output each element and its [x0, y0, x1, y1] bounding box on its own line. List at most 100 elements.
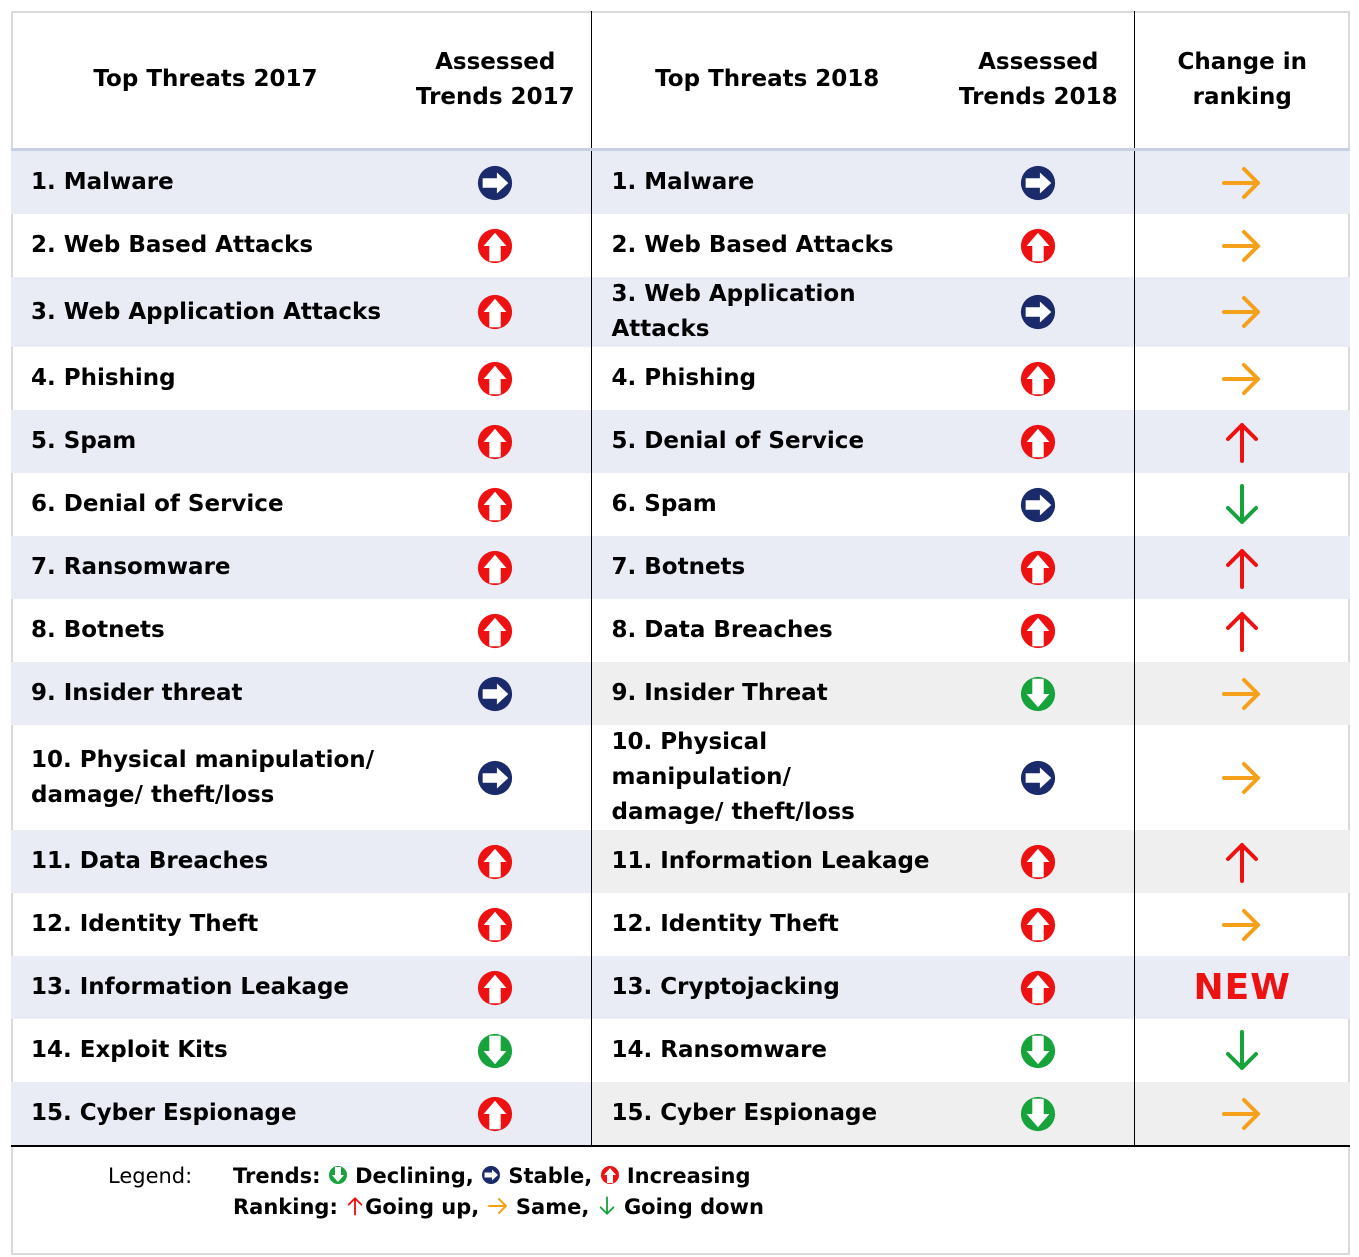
threat-2018-name: 13. Cryptojacking	[590, 956, 943, 1019]
trend-2018-cell	[943, 599, 1134, 662]
threat-2017-name: 2. Web Based Attacks	[31, 232, 314, 258]
declining-icon	[1021, 1096, 1056, 1131]
ranking-change-cell	[1133, 473, 1350, 536]
trend-2018-cell	[943, 473, 1134, 536]
new-badge: NEW	[1193, 967, 1291, 1008]
threat-2017-name: 10. Physical manipulation/damage/ theft/…	[31, 746, 375, 808]
same-arrow-icon	[487, 1195, 509, 1219]
increasing-icon	[1021, 907, 1056, 942]
threat-2018-name: 7. Botnets	[590, 536, 943, 599]
ranking-change-cell	[1133, 347, 1350, 410]
trend-2018-cell	[943, 347, 1134, 410]
trend-2018-cell	[943, 1082, 1134, 1147]
increasing-icon	[1021, 550, 1056, 585]
ranking-change-cell	[1133, 599, 1350, 662]
legend-increasing: Increasing	[626, 1164, 751, 1188]
legend-going-down: Going down	[623, 1195, 764, 1219]
table-row: 14. Exploit Kits 14. Ransomware	[11, 1019, 1350, 1082]
trend-2017-cell	[400, 214, 591, 277]
legend-same: Same,	[515, 1195, 590, 1219]
increasing-icon	[478, 613, 513, 648]
stable-icon	[478, 676, 513, 711]
legend-ranking-label: Ranking:	[233, 1195, 338, 1219]
up-arrow-icon	[1226, 422, 1259, 463]
threat-2018-name: 2. Web Based Attacks	[590, 214, 943, 277]
increasing-icon	[478, 550, 513, 585]
down-arrow-icon	[597, 1195, 617, 1219]
threat-2017-name: 3. Web Application Attacks	[11, 277, 400, 347]
threat-2018-name: 5. Denial of Service	[590, 410, 943, 473]
table-row: 7. Ransomware 7. Botnets	[11, 536, 1350, 599]
table-row: 10. Physical manipulation/damage/ theft/…	[11, 725, 1350, 830]
table-row: 4. Phishing 4. Phishing	[11, 347, 1350, 410]
trend-2017-cell	[400, 277, 591, 347]
header-assessed-trends-2018: Assessed Trends 2018	[943, 11, 1134, 151]
stable-icon	[481, 1164, 501, 1188]
table-row: 11. Data Breaches 11. Information Leakage	[11, 830, 1350, 893]
threat-2017-name: 1. Malware	[11, 149, 400, 214]
trend-2017-cell	[400, 1082, 591, 1147]
trend-2017-cell	[400, 347, 591, 410]
same-arrow-icon	[1222, 908, 1261, 941]
threat-2017-name: 7. Ransomware	[11, 536, 400, 599]
trend-2018-cell	[943, 277, 1134, 347]
table-row: 5. Spam 5. Denial of Service	[11, 410, 1350, 473]
legend-label: Legend:	[108, 1164, 193, 1188]
threat-2018-name: 3. Web Application Attacks	[590, 277, 943, 347]
same-arrow-icon	[1222, 166, 1261, 199]
trend-2018-cell	[943, 1019, 1134, 1082]
increasing-icon	[600, 1164, 620, 1188]
increasing-icon	[478, 228, 513, 263]
trend-2018-cell	[943, 956, 1134, 1019]
threat-2018-name: 1. Malware	[590, 149, 943, 214]
ranking-change-cell	[1133, 830, 1350, 893]
ranking-change-cell	[1133, 725, 1350, 830]
threat-2018-name: 12. Identity Theft	[590, 893, 943, 956]
threat-2018-name: 11. Information Leakage	[590, 830, 943, 893]
table-row: 1. Malware 1. Malware	[11, 149, 1350, 214]
legend-going-up: Going up,	[365, 1195, 480, 1219]
table-row: 8. Botnets 8. Data Breaches	[11, 599, 1350, 662]
declining-icon	[1021, 676, 1056, 711]
threat-2017-name: 14. Exploit Kits	[31, 1037, 228, 1063]
trend-2017-cell	[400, 893, 591, 956]
stable-icon	[478, 760, 513, 795]
increasing-icon	[1021, 361, 1056, 396]
legend-ranking-line: Ranking: Going up, Same, Going down	[233, 1191, 764, 1223]
stable-icon	[1021, 165, 1056, 200]
up-arrow-icon	[1226, 548, 1259, 589]
table-row: 6. Denial of Service 6. Spam	[11, 473, 1350, 536]
trend-2018-cell	[943, 410, 1134, 473]
threat-2018-name: 9. Insider Threat	[590, 662, 943, 725]
trend-2017-cell	[400, 725, 591, 830]
legend-declining: Declining,	[355, 1164, 474, 1188]
threat-2018-name: 6. Spam	[590, 473, 943, 536]
threat-2017-name: 5. Spam	[11, 410, 400, 473]
ranking-change-cell	[1133, 536, 1350, 599]
increasing-icon	[478, 361, 513, 396]
ranking-change-cell	[1133, 893, 1350, 956]
ranking-change-cell	[1133, 410, 1350, 473]
up-arrow-icon	[1226, 611, 1259, 652]
same-arrow-icon	[1222, 362, 1261, 395]
up-arrow-icon	[1226, 842, 1259, 883]
trend-2018-cell	[943, 662, 1134, 725]
trend-2018-cell	[943, 149, 1134, 214]
trend-2017-cell	[400, 410, 591, 473]
ranking-change-cell	[1133, 149, 1350, 214]
threat-2017-name: 13. Information Leakage	[11, 956, 400, 1019]
trend-2017-cell	[400, 1019, 591, 1082]
threat-2017-name: 8. Botnets	[31, 617, 165, 643]
table-row: 3. Web Application Attacks 3. Web Applica…	[11, 277, 1350, 347]
threat-2018-name: 4. Phishing	[590, 347, 943, 410]
table-row: 12. Identity Theft 12. Identity Theft	[11, 893, 1350, 956]
table-row: 2. Web Based Attacks 2. Web Based Attacks	[11, 214, 1350, 277]
threat-2017-name: 11. Data Breaches	[11, 830, 400, 893]
threat-2017-name: 9. Insider threat	[11, 662, 400, 725]
threat-2017-name: 15. Cyber Espionage	[11, 1082, 400, 1147]
increasing-icon	[1021, 228, 1056, 263]
trend-2018-cell	[943, 214, 1134, 277]
threat-2018-name: 15. Cyber Espionage	[590, 1082, 943, 1147]
down-arrow-icon	[1226, 483, 1259, 524]
threat-2018-name: 10. Physical manipulation/damage/ theft/…	[590, 725, 943, 830]
